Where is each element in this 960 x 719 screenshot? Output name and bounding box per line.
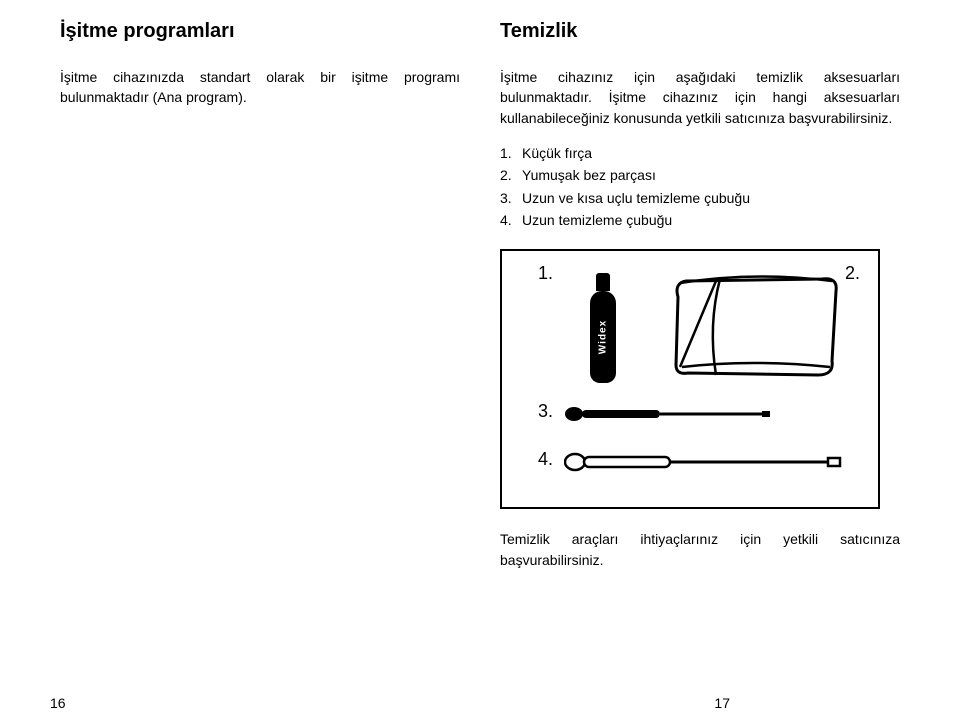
list-item: 3. Uzun ve kısa uçlu temizleme çubuğu xyxy=(500,187,900,209)
right-para-2: Temizlik araçları ihtiyaçlarınız için ye… xyxy=(500,529,900,570)
brush-icon: Widex xyxy=(590,273,616,385)
diagram-label-4: 4. xyxy=(538,449,553,470)
list-item: 2. Yumuşak bez parçası xyxy=(500,164,900,186)
accessory-diagram: 1. 2. 3. 4. Widex xyxy=(500,249,880,509)
cloth-icon xyxy=(668,267,848,387)
list-item: 4. Uzun temizleme çubuğu xyxy=(500,209,900,231)
long-rod-icon xyxy=(564,451,844,473)
diagram-label-3: 3. xyxy=(538,401,553,422)
accessory-list: 1. Küçük fırça 2. Yumuşak bez parçası 3.… xyxy=(500,142,900,232)
list-text: Uzun ve kısa uçlu temizleme çubuğu xyxy=(522,187,750,209)
list-item: 1. Küçük fırça xyxy=(500,142,900,164)
right-para-1: İşitme cihazınız için aşağıdaki temizlik… xyxy=(500,67,900,128)
list-num: 3. xyxy=(500,187,522,209)
list-num: 4. xyxy=(500,209,522,231)
page-number-right: 17 xyxy=(714,695,730,711)
list-text: Küçük fırça xyxy=(522,142,592,164)
short-rod-icon xyxy=(564,403,774,425)
page-number-left: 16 xyxy=(50,695,66,711)
left-heading: İşitme programları xyxy=(60,20,460,43)
list-num: 2. xyxy=(500,164,522,186)
list-text: Yumuşak bez parçası xyxy=(522,164,656,186)
list-num: 1. xyxy=(500,142,522,164)
diagram-label-1: 1. xyxy=(538,263,553,284)
brand-label: Widex xyxy=(598,320,609,354)
left-para: İşitme cihazınızda standart olarak bir i… xyxy=(60,67,460,108)
list-text: Uzun temizleme çubuğu xyxy=(522,209,672,231)
right-heading: Temizlik xyxy=(500,20,900,43)
